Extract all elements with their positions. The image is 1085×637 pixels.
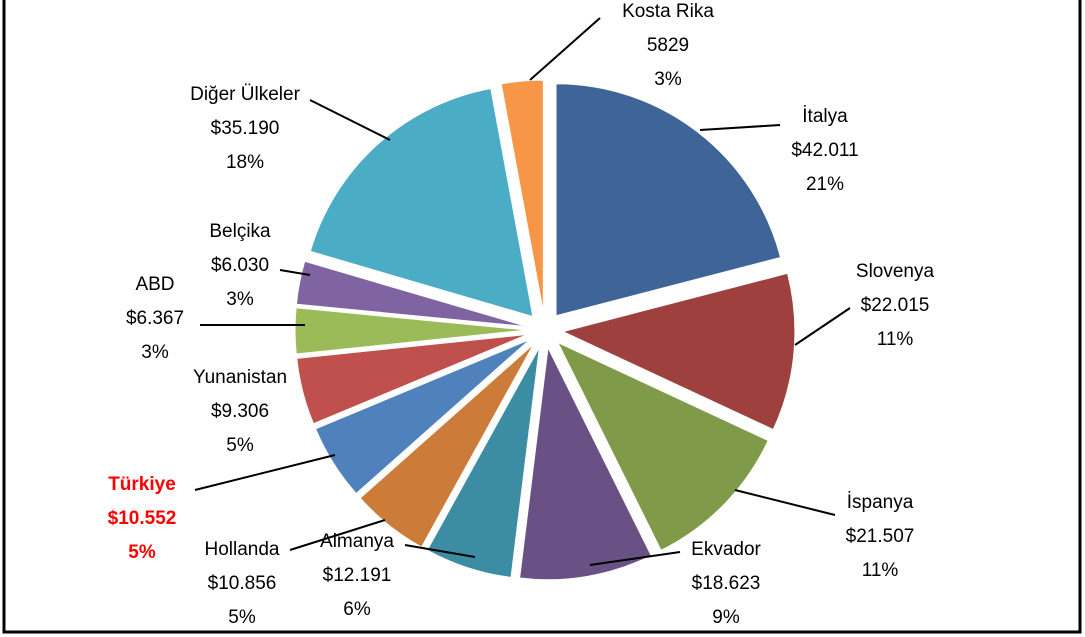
data-label: $9.306 — [211, 401, 269, 422]
pie-slice — [295, 260, 528, 328]
pie-slice — [500, 79, 544, 313]
data-label: 5% — [226, 435, 254, 456]
data-label: İspanya — [847, 492, 914, 513]
leader-line — [404, 544, 476, 558]
data-label: 11% — [862, 560, 899, 581]
leader-line — [309, 99, 391, 141]
pie-slice — [314, 339, 531, 495]
data-label: 5% — [228, 607, 256, 628]
data-label: $10.552 — [108, 508, 177, 529]
data-label: 3% — [226, 289, 254, 310]
data-label: Diğer Ülkeler — [190, 84, 300, 105]
data-label: 18% — [226, 152, 264, 173]
leader-line — [589, 551, 681, 566]
data-label: Belçika — [209, 221, 271, 242]
pie-slice — [309, 87, 534, 318]
pie-slice — [519, 346, 652, 581]
data-label: ABD — [135, 274, 174, 295]
data-label: 21% — [806, 174, 844, 195]
data-label: $6.030 — [211, 255, 269, 276]
data-label: Slovenya — [856, 261, 935, 282]
pie-slice — [294, 307, 528, 355]
pie-slice — [561, 272, 796, 431]
data-label: $12.191 — [323, 565, 392, 586]
data-label: $42.011 — [791, 140, 858, 161]
data-label: $6.367 — [126, 308, 184, 329]
data-label: Kosta Rika — [622, 1, 714, 22]
data-label: 11% — [877, 329, 914, 350]
leader-line — [194, 454, 336, 491]
leader-line — [289, 519, 386, 551]
data-label: Yunanistan — [193, 367, 287, 388]
pie-slice — [426, 346, 540, 578]
leader-line — [279, 269, 311, 276]
data-label: Türkiye — [108, 474, 176, 495]
data-label: İtalya — [802, 106, 848, 127]
data-label: $10.856 — [208, 573, 277, 594]
data-label: 6% — [343, 599, 371, 620]
data-label: $22.015 — [861, 295, 930, 316]
leader-line — [734, 489, 836, 516]
pie-slice — [556, 341, 769, 552]
data-label: $21.507 — [846, 526, 915, 547]
data-label: 3% — [141, 342, 169, 363]
data-label: $35.190 — [211, 118, 280, 139]
pie-slice — [555, 83, 782, 317]
data-label: 5829 — [647, 35, 689, 56]
data-label: Ekvador — [691, 539, 761, 560]
pie-slice — [296, 333, 528, 425]
leader-line — [529, 17, 601, 81]
data-label: 5% — [128, 542, 156, 563]
data-label: Hollanda — [205, 539, 280, 560]
data-label: Almanya — [320, 531, 394, 552]
data-label: 3% — [654, 69, 682, 90]
leader-line — [794, 307, 851, 346]
data-label: 9% — [712, 607, 740, 628]
leader-line — [699, 124, 781, 131]
data-label: $18.623 — [692, 573, 761, 594]
